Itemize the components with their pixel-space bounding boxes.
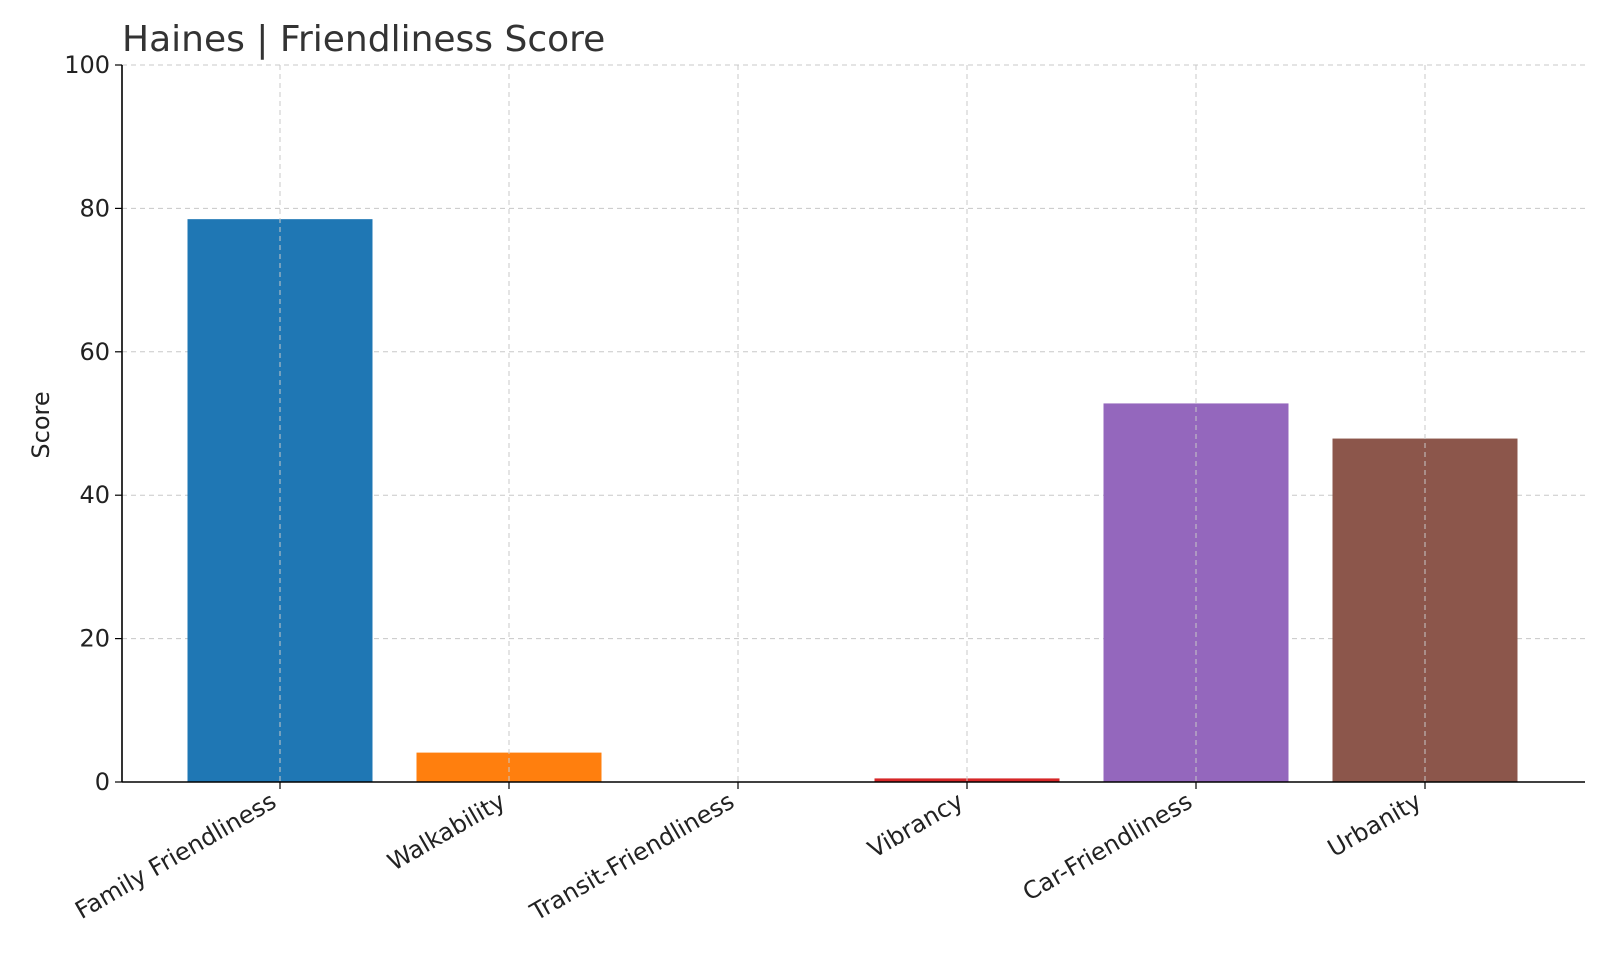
y-tick-label: 40 (79, 481, 110, 509)
chart-title: Haines | Friendliness Score (122, 19, 605, 60)
x-tick-label: Vibrancy (863, 787, 968, 864)
y-tick-label: 60 (79, 338, 110, 366)
x-tick-label: Transit-Friendliness (525, 787, 739, 927)
x-tick-label: Walkability (383, 787, 510, 877)
bar-4 (1103, 403, 1289, 782)
x-tick-label: Urbanity (1323, 787, 1426, 863)
y-tick-label: 20 (79, 625, 110, 653)
bars-layer (187, 219, 1518, 782)
x-tick-label: Family Friendliness (70, 787, 281, 925)
x-tick-label: Car-Friendliness (1018, 787, 1197, 907)
axes-layer (115, 64, 1585, 789)
y-tick-label: 80 (79, 194, 110, 222)
y-tick-label: 100 (64, 51, 110, 79)
y-axis-label: Score (27, 391, 55, 458)
y-tick-label: 0 (95, 768, 110, 796)
